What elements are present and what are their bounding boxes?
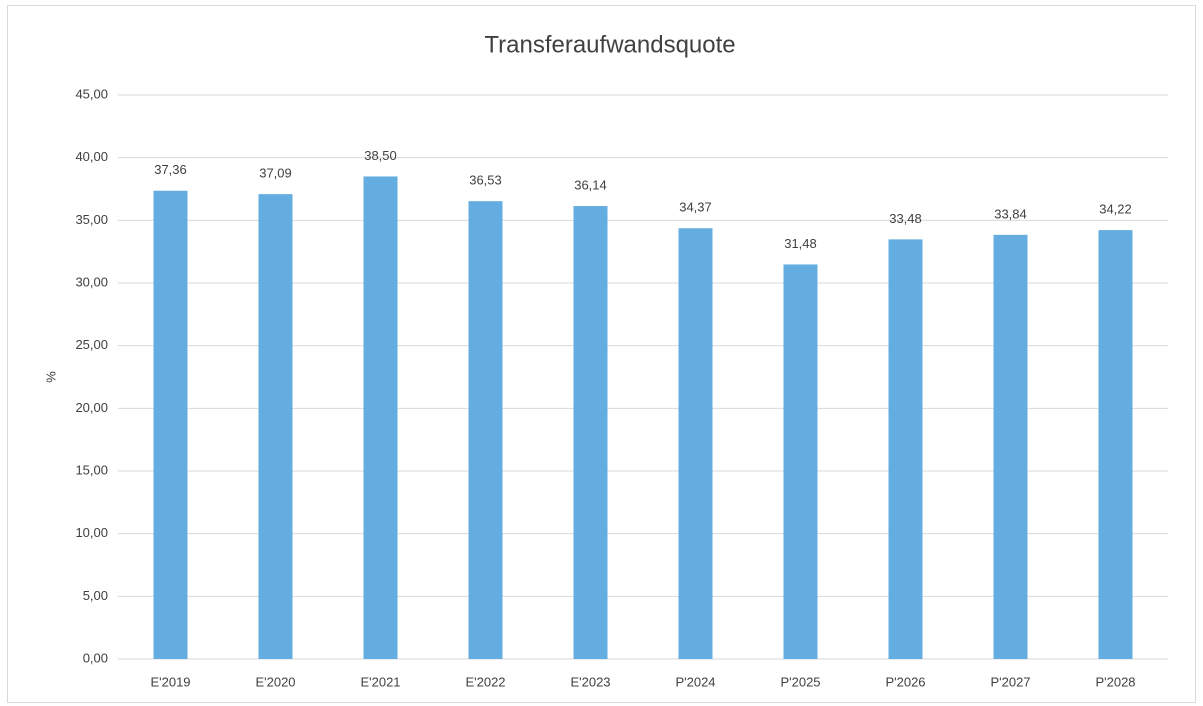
y-tick-label: 20,00: [75, 400, 108, 415]
y-tick-label: 0,00: [83, 650, 108, 665]
data-label: 38,50: [364, 148, 397, 163]
x-tick-label: P'2027: [990, 674, 1030, 689]
y-tick-label: 40,00: [75, 149, 108, 164]
x-tick-label: E'2023: [570, 674, 610, 689]
y-tick-label: 25,00: [75, 337, 108, 352]
data-label: 34,37: [679, 200, 712, 215]
data-label: 33,84: [994, 206, 1027, 221]
x-tick-label: E'2021: [360, 674, 400, 689]
x-tick-label: P'2024: [675, 674, 715, 689]
bar: [783, 264, 818, 659]
y-tick-label: 15,00: [75, 462, 108, 477]
bar: [573, 206, 608, 659]
data-label: 37,09: [259, 166, 292, 181]
bar: [888, 239, 923, 659]
data-label: 31,48: [784, 236, 817, 251]
y-tick-label: 30,00: [75, 274, 108, 289]
y-tick-label: 5,00: [83, 588, 108, 603]
bar: [258, 194, 293, 659]
data-label: 37,36: [154, 162, 187, 177]
y-tick-label: 10,00: [75, 525, 108, 540]
y-axis-label: %: [43, 371, 58, 383]
bar: [678, 228, 713, 659]
data-label: 34,22: [1099, 202, 1132, 217]
data-label: 36,53: [469, 173, 502, 188]
x-tick-label: E'2020: [255, 674, 295, 689]
x-tick-label: E'2019: [150, 674, 190, 689]
y-tick-label: 35,00: [75, 212, 108, 227]
x-tick-label: P'2025: [780, 674, 820, 689]
bar: [1098, 230, 1133, 660]
y-tick-label: 45,00: [75, 86, 108, 101]
bar: [993, 234, 1028, 659]
bar: [363, 176, 398, 659]
bar: [468, 201, 503, 659]
x-tick-label: E'2022: [465, 674, 505, 689]
bar: [153, 190, 188, 659]
x-tick-label: P'2026: [885, 674, 925, 689]
x-tick-label: P'2028: [1095, 674, 1135, 689]
data-label: 36,14: [574, 177, 607, 192]
chart-title: Transferaufwandsquote: [484, 31, 735, 58]
data-label: 33,48: [889, 211, 922, 226]
